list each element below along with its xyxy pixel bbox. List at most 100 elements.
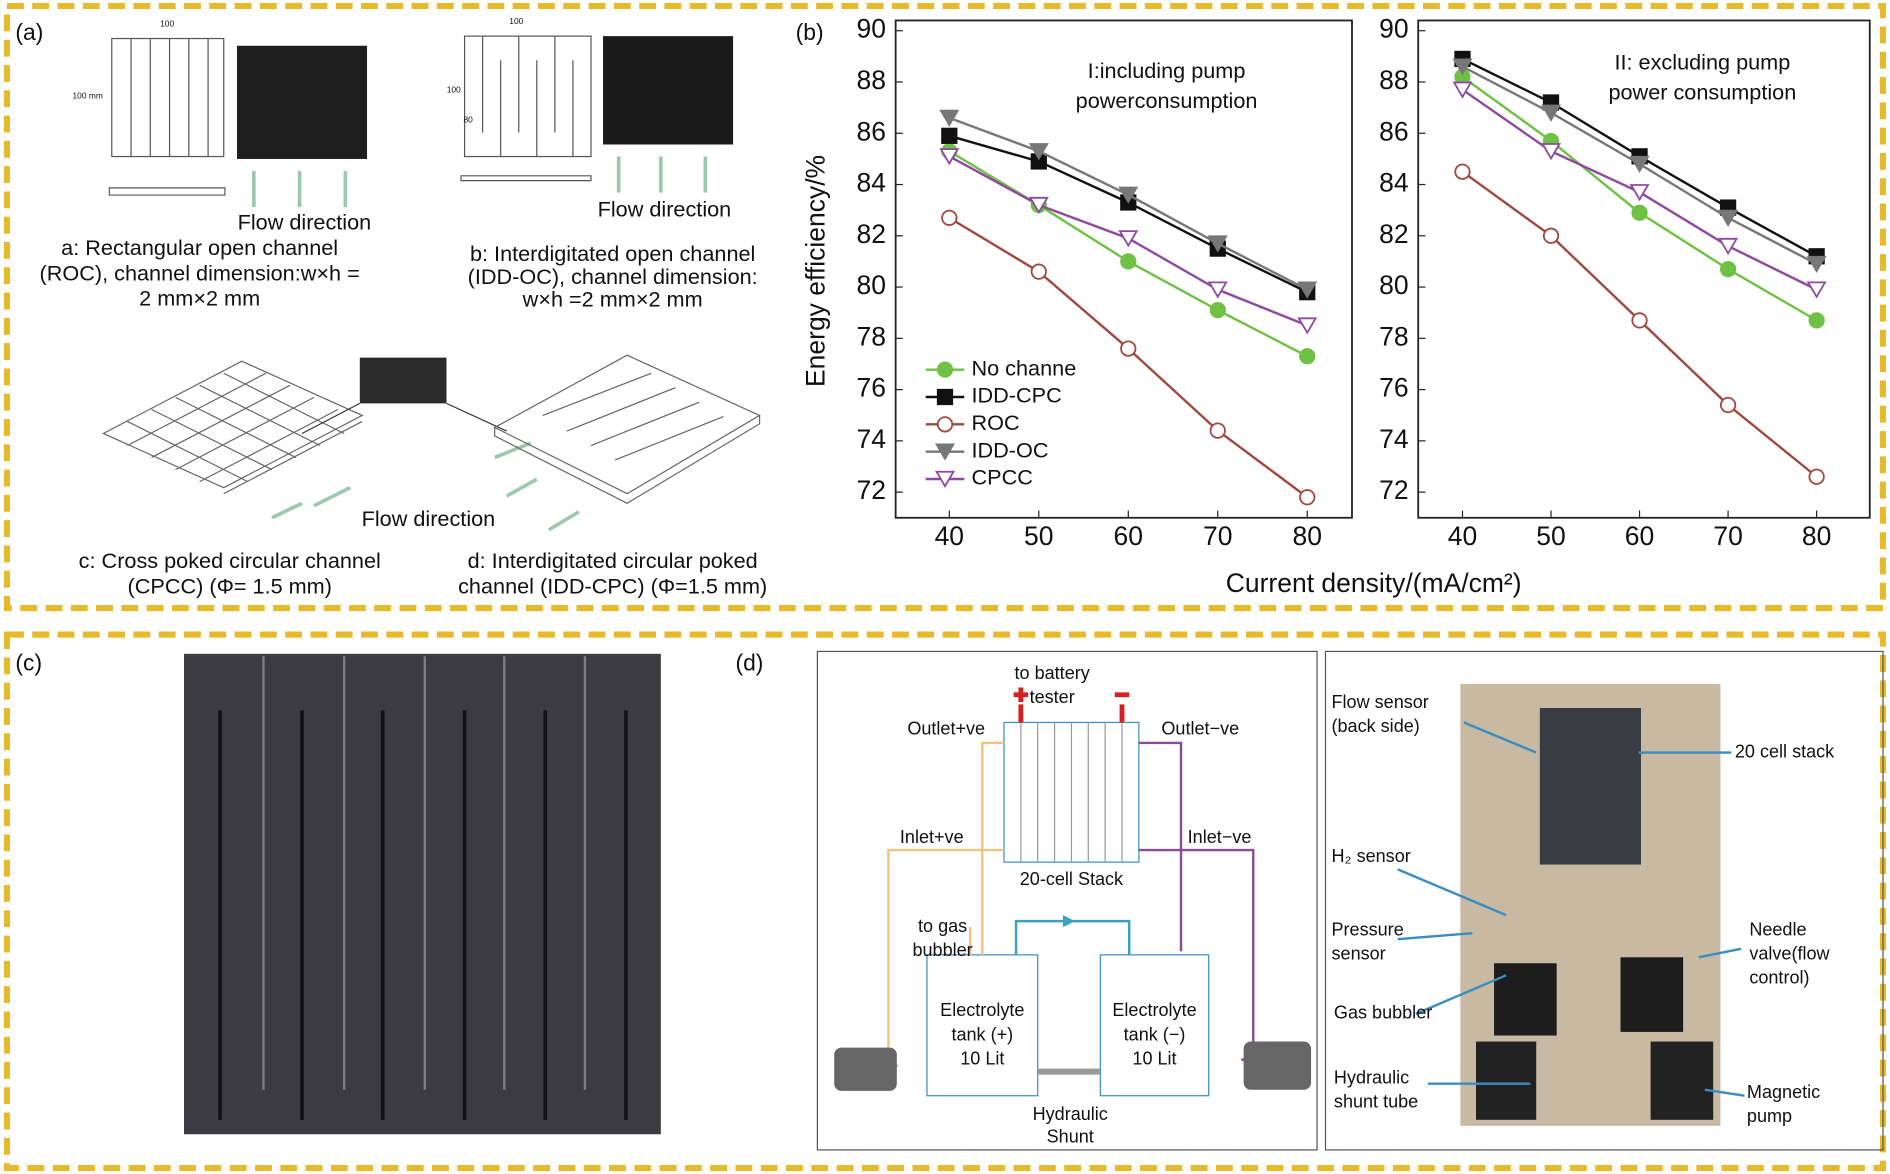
label: shunt tube: [1334, 1092, 1418, 1112]
x-tick-label: 60: [1114, 521, 1143, 551]
label: Pressure: [1332, 920, 1404, 940]
panel-frames: [3, 3, 1887, 1171]
marker: [1452, 58, 1473, 76]
photo-electrode: [184, 653, 661, 1135]
label: to gas: [918, 916, 967, 936]
label: Flow sensor: [1332, 692, 1429, 712]
marker: [936, 361, 954, 378]
drawing-d: [493, 354, 761, 505]
connector: [301, 402, 507, 435]
y-tick-label: 76: [857, 373, 886, 403]
photo-idd-oc: [603, 36, 734, 145]
marker: [934, 470, 956, 489]
label: 100: [160, 18, 174, 28]
marker: [1207, 281, 1228, 299]
marker: [1209, 422, 1226, 439]
label: (ROC), channel dimension:w×h =: [40, 260, 360, 285]
photo-tank-l: [1494, 963, 1557, 1036]
drawing-b: [460, 35, 592, 182]
label: Outlet−ve: [1161, 718, 1239, 738]
marker: [1297, 281, 1318, 299]
marker: [941, 209, 958, 226]
inner-slots: [218, 710, 628, 1120]
x-tick-label: 40: [1448, 521, 1477, 551]
label: (b): [796, 19, 824, 45]
outline: [493, 354, 761, 505]
marker: [939, 109, 960, 127]
label: (d): [735, 650, 763, 676]
y-tick-label: 90: [857, 14, 886, 44]
label: Electrolyte: [940, 1000, 1024, 1020]
label: Shunt: [1047, 1127, 1094, 1147]
y-tick-label: 90: [1379, 14, 1408, 44]
marker: [936, 388, 954, 406]
x-tick-label: 70: [1203, 521, 1232, 551]
marker: [939, 148, 960, 166]
y-tick-label: 74: [1379, 424, 1408, 454]
label: b: Interdigitated open channel: [470, 241, 755, 266]
label: a: Rectangular open channel: [61, 235, 338, 260]
label: 100: [447, 85, 461, 95]
label: tank (+): [951, 1024, 1013, 1044]
outline: [111, 37, 225, 158]
channels: [460, 36, 592, 182]
legend-label: ROC: [971, 410, 1019, 435]
marker: [1631, 204, 1648, 221]
x-tick-label: 80: [1293, 521, 1322, 551]
label: (CPCC) (Φ= 1.5 mm): [128, 573, 332, 598]
annotation: II: excluding pump: [1614, 50, 1790, 75]
marker: [1299, 348, 1316, 365]
outline: [463, 35, 592, 158]
channels: [108, 38, 226, 196]
drawing-a: [108, 37, 226, 196]
marker: [1806, 281, 1827, 299]
label: 20 cell stack: [1735, 741, 1835, 761]
legend-label: IDD-OC: [971, 437, 1048, 462]
frame-top: [3, 3, 1887, 612]
label: (c): [15, 650, 42, 676]
annotation: I:including pump: [1088, 58, 1246, 83]
marker: [1629, 155, 1650, 174]
link-arrow: [1063, 915, 1076, 928]
pump-left: [834, 1047, 897, 1091]
legend-label: No channe: [971, 355, 1076, 380]
y-tick-label: 82: [1379, 219, 1408, 249]
marker: [1120, 253, 1137, 270]
photo-pump-r: [1650, 1041, 1714, 1120]
x-tick-label: 50: [1024, 521, 1053, 551]
y-tick-label: 78: [857, 321, 886, 351]
marker: [1297, 317, 1318, 335]
label: 10 Lit: [960, 1048, 1004, 1068]
label: pump: [1747, 1106, 1792, 1126]
label: Needle: [1749, 920, 1806, 940]
x-tick-label: 70: [1713, 521, 1742, 551]
terminals: [1013, 687, 1130, 723]
marker: [1030, 263, 1047, 280]
y-tick-label: 74: [857, 424, 886, 454]
label: bubbler: [912, 940, 972, 960]
marker: [1028, 143, 1049, 161]
y-tick-label: 72: [1379, 475, 1408, 505]
label: 2 mm×2 mm: [139, 286, 260, 311]
label: Flow direction: [362, 506, 496, 531]
marker: [941, 127, 958, 144]
label: channel (IDD-CPC) (Φ=1.5 mm): [458, 573, 767, 598]
slots: [218, 710, 628, 1120]
marker: [1808, 312, 1825, 329]
photo-stack: [1539, 708, 1641, 865]
y-tick-label: 82: [857, 219, 886, 249]
label: Hydraulic: [1334, 1068, 1409, 1088]
label: (back side): [1332, 716, 1420, 736]
y-tick-label: 80: [857, 270, 886, 300]
label: 100 mm: [72, 91, 102, 101]
frame-bottom: [3, 631, 1887, 1171]
label: tester: [1030, 687, 1075, 707]
label: to battery: [1015, 663, 1090, 683]
label: sensor: [1332, 944, 1386, 964]
marker: [1118, 230, 1139, 248]
annotation: powerconsumption: [1076, 88, 1258, 113]
marker: [1207, 235, 1228, 253]
y-tick-label: 88: [1379, 65, 1408, 95]
